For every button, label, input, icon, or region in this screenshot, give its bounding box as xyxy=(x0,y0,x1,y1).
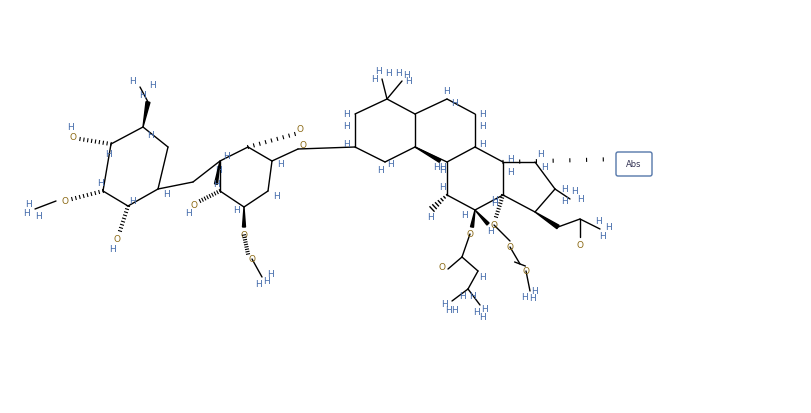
Text: O: O xyxy=(466,230,474,239)
Text: H: H xyxy=(460,292,466,301)
Text: H: H xyxy=(267,270,273,279)
Text: H: H xyxy=(439,163,445,172)
Text: O: O xyxy=(491,221,497,230)
Text: H: H xyxy=(213,180,221,189)
Text: H: H xyxy=(594,217,602,226)
Text: H: H xyxy=(387,160,393,169)
Text: H: H xyxy=(344,122,350,131)
Text: H: H xyxy=(147,131,153,140)
Text: O: O xyxy=(299,141,307,150)
Text: H: H xyxy=(215,166,221,175)
Text: H: H xyxy=(255,280,261,289)
Text: H: H xyxy=(562,185,569,194)
Text: H: H xyxy=(405,77,411,86)
Text: H: H xyxy=(469,292,475,301)
Text: H: H xyxy=(439,183,445,192)
Text: H: H xyxy=(542,163,548,172)
Text: H: H xyxy=(344,140,350,149)
Text: H: H xyxy=(444,87,450,96)
Text: Abs: Abs xyxy=(626,160,642,169)
Text: O: O xyxy=(248,255,255,264)
Text: H: H xyxy=(404,70,410,79)
Text: O: O xyxy=(62,197,68,206)
Polygon shape xyxy=(415,147,440,163)
Text: H: H xyxy=(521,293,527,302)
Text: H: H xyxy=(148,80,156,89)
Text: H: H xyxy=(395,68,401,77)
Polygon shape xyxy=(535,212,559,229)
Text: H: H xyxy=(461,211,469,220)
Text: H: H xyxy=(109,245,116,254)
Text: H: H xyxy=(508,168,514,177)
FancyBboxPatch shape xyxy=(616,153,652,177)
Text: O: O xyxy=(439,263,445,272)
Text: O: O xyxy=(70,133,76,142)
Text: H: H xyxy=(264,277,270,286)
Text: O: O xyxy=(577,241,583,250)
Text: H: H xyxy=(277,160,283,169)
Text: H: H xyxy=(97,179,105,188)
Text: H: H xyxy=(572,187,578,196)
Text: H: H xyxy=(427,213,433,222)
Text: H: H xyxy=(491,196,499,205)
Text: H: H xyxy=(562,197,569,206)
Polygon shape xyxy=(242,207,246,228)
Text: H: H xyxy=(452,99,458,108)
Text: H: H xyxy=(577,195,583,204)
Text: H: H xyxy=(479,313,487,322)
Text: H: H xyxy=(487,227,493,236)
Text: H: H xyxy=(444,306,452,315)
Text: H: H xyxy=(375,67,381,76)
Text: H: H xyxy=(384,68,392,77)
Text: O: O xyxy=(297,125,303,134)
Text: H: H xyxy=(605,223,611,232)
Polygon shape xyxy=(143,102,150,128)
Text: H: H xyxy=(432,163,440,172)
Text: H: H xyxy=(599,232,607,241)
Text: H: H xyxy=(442,300,448,309)
Text: H: H xyxy=(439,166,445,175)
Text: H: H xyxy=(35,212,41,221)
Text: H: H xyxy=(130,197,136,206)
Text: H: H xyxy=(452,306,458,315)
Text: H: H xyxy=(479,110,487,119)
Text: H: H xyxy=(163,190,169,199)
Text: O: O xyxy=(241,231,247,240)
Text: H: H xyxy=(491,199,499,208)
Text: H: H xyxy=(479,273,487,282)
Text: O: O xyxy=(507,243,513,252)
Text: H: H xyxy=(529,294,535,303)
Text: H: H xyxy=(532,287,539,296)
Polygon shape xyxy=(475,211,489,225)
Text: H: H xyxy=(67,123,73,132)
Text: O: O xyxy=(114,235,121,244)
Text: H: H xyxy=(479,140,487,149)
Text: H: H xyxy=(272,192,279,201)
Text: H: H xyxy=(233,206,239,215)
Text: H: H xyxy=(537,150,543,159)
Text: O: O xyxy=(522,267,530,276)
Text: H: H xyxy=(473,308,479,317)
Polygon shape xyxy=(215,161,220,185)
Text: H: H xyxy=(224,152,230,161)
Polygon shape xyxy=(470,211,475,228)
Text: H: H xyxy=(105,150,113,159)
Text: H: H xyxy=(139,91,145,100)
Text: H: H xyxy=(508,155,514,164)
Text: H: H xyxy=(376,166,384,175)
Text: H: H xyxy=(130,77,136,86)
Text: H: H xyxy=(344,110,350,119)
Text: H: H xyxy=(481,305,487,314)
Text: O: O xyxy=(191,201,198,210)
Text: H: H xyxy=(24,209,30,218)
Text: H: H xyxy=(479,122,487,131)
Text: H: H xyxy=(371,75,377,84)
Text: H: H xyxy=(185,209,191,218)
Text: H: H xyxy=(24,200,32,209)
